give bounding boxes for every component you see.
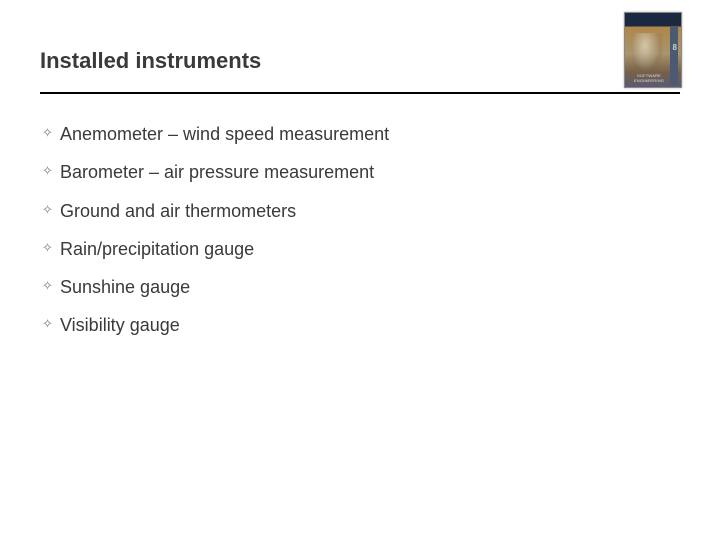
- list-item-text: Rain/precipitation gauge: [60, 239, 254, 259]
- book-edition-number: 8: [673, 43, 677, 52]
- list-item: ✧ Visibility gauge: [42, 313, 680, 337]
- list-item: ✧ Sunshine gauge: [42, 275, 680, 299]
- list-item: ✧ Anemometer – wind speed measurement: [42, 122, 680, 146]
- title-divider: [40, 92, 680, 94]
- book-title-label: SOFTWARE ENGINEERING: [627, 74, 671, 83]
- list-item: ✧ Ground and air thermometers: [42, 199, 680, 223]
- slide: 8 SOFTWARE ENGINEERING Installed instrum…: [0, 0, 720, 540]
- list-item: ✧ Barometer – air pressure measurement: [42, 160, 680, 184]
- diamond-bullet-icon: ✧: [42, 201, 53, 219]
- diamond-bullet-icon: ✧: [42, 124, 53, 142]
- diamond-bullet-icon: ✧: [42, 277, 53, 295]
- book-cover-thumbnail: 8 SOFTWARE ENGINEERING: [624, 12, 682, 88]
- diamond-bullet-icon: ✧: [42, 162, 53, 180]
- list-item-text: Anemometer – wind speed measurement: [60, 124, 389, 144]
- diamond-bullet-icon: ✧: [42, 239, 53, 257]
- list-item-text: Barometer – air pressure measurement: [60, 162, 374, 182]
- slide-header: 8 SOFTWARE ENGINEERING Installed instrum…: [40, 48, 680, 94]
- diamond-bullet-icon: ✧: [42, 315, 53, 333]
- list-item-text: Sunshine gauge: [60, 277, 190, 297]
- slide-title: Installed instruments: [40, 48, 680, 92]
- list-item: ✧ Rain/precipitation gauge: [42, 237, 680, 261]
- bullet-list: ✧ Anemometer – wind speed measurement ✧ …: [40, 122, 680, 338]
- list-item-text: Ground and air thermometers: [60, 201, 296, 221]
- list-item-text: Visibility gauge: [60, 315, 180, 335]
